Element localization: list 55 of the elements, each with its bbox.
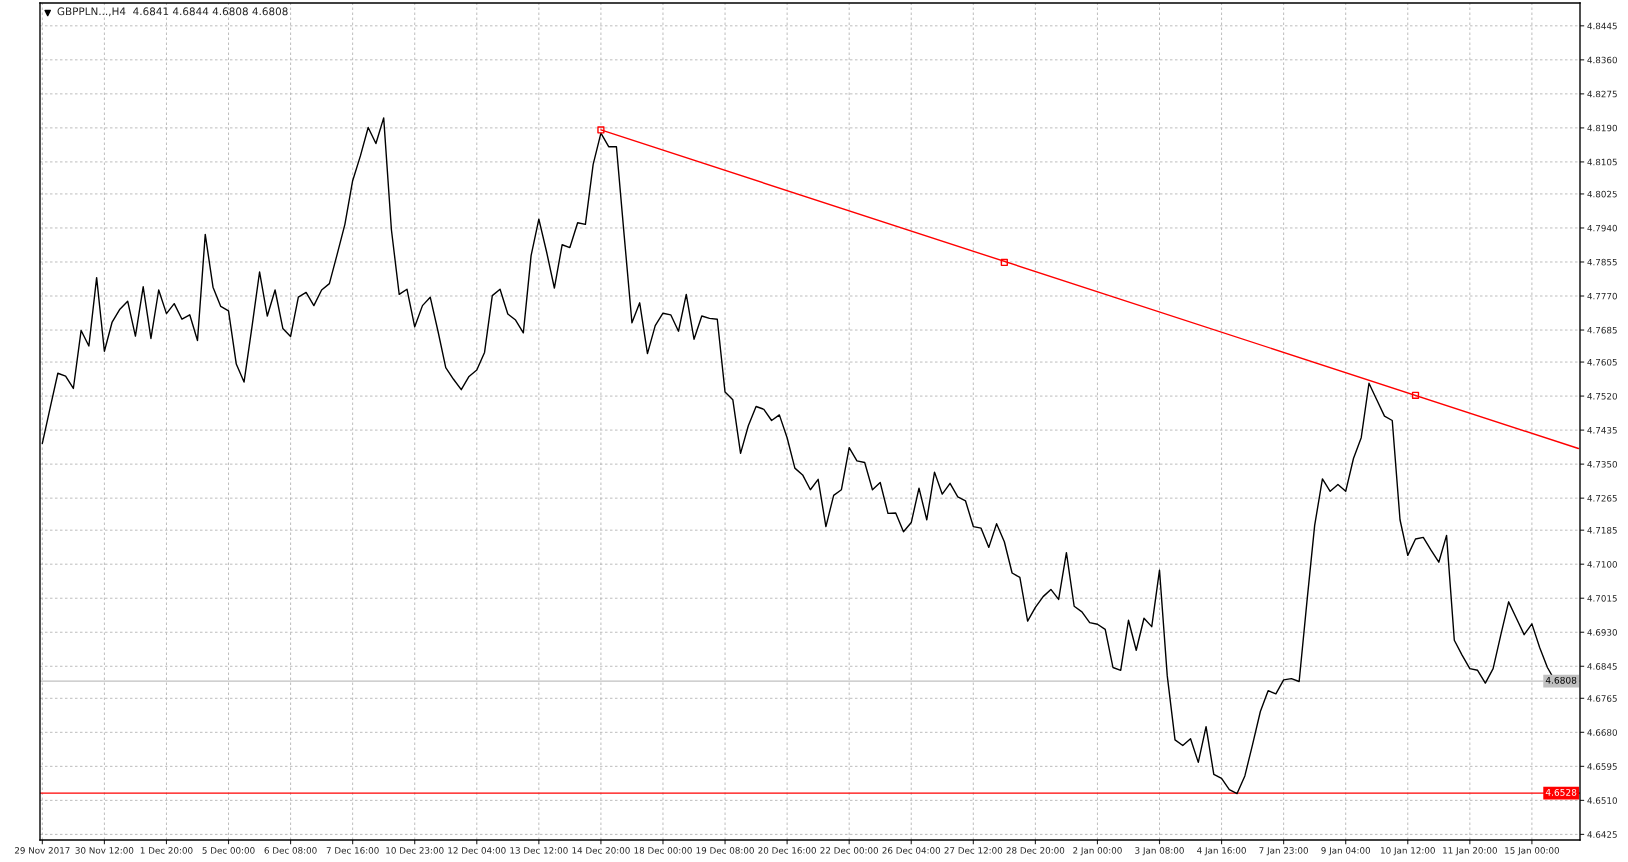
y-tick-label: 4.7770 [1587, 292, 1617, 300]
y-tick-label: 4.7685 [1587, 326, 1617, 334]
y-tick-label: 4.8445 [1587, 22, 1617, 30]
ref-line-label: 4.6528 [1545, 788, 1577, 796]
x-tick-label: 29 Nov 2017 [14, 847, 70, 854]
x-tick-label: 9 Jan 04:00 [1321, 847, 1371, 856]
x-tick-label: 18 Dec 00:00 [634, 847, 692, 854]
y-tick-label: 4.7265 [1587, 494, 1617, 502]
y-tick-label: 4.8105 [1587, 158, 1617, 166]
y-tick-label: 4.6425 [1587, 831, 1617, 838]
chart-title: GBPPLN...,H4 4.6841 4.6844 4.6808 4.6808 [57, 7, 288, 17]
y-tick-label: 4.7185 [1587, 527, 1617, 534]
point [1411, 391, 1420, 399]
y-tick-label: 4.8360 [1587, 56, 1617, 64]
x-tick-label: 26 Dec 04:00 [882, 847, 941, 854]
point [1000, 258, 1008, 267]
x-tick-label: 4 Jan 16:00 [1197, 847, 1246, 856]
x-tick-label: 2 Jan 00:00 [1073, 847, 1122, 856]
x-tick-label: 10 Dec 23:00 [386, 847, 444, 854]
y-tick-label: 4.8190 [1587, 124, 1617, 132]
y-tick-label: 4.7100 [1587, 561, 1617, 568]
y-tick-label: 4.6930 [1587, 629, 1617, 636]
y-tick-label: 4.6845 [1587, 663, 1617, 670]
x-tick-label: 7 Jan 23:00 [1259, 847, 1308, 856]
x-tick-label: 5 Dec 00:00 [202, 847, 255, 854]
x-tick-label: 10 Jan 12:00 [1381, 847, 1435, 856]
x-tick-label: 3 Jan 08:00 [1135, 847, 1184, 856]
x-tick-label: 22 Dec 00:00 [820, 847, 879, 854]
y-tick-label: 4.8275 [1587, 90, 1617, 98]
x-tick-label: 30 Nov 12:00 [75, 847, 134, 854]
x-tick-label: 20 Dec 16:00 [758, 847, 816, 854]
x-tick-label: 6 Dec 08:00 [264, 847, 317, 854]
x-tick-label: 12 Dec 04:00 [448, 847, 506, 854]
x-tick-label: 15 Jan 00:00 [1505, 847, 1560, 856]
x-tick-label: 11 Jan 20:00 [1443, 847, 1497, 856]
y-tick-label: 4.8025 [1587, 190, 1617, 198]
x-tick-label: 27 Dec 12:00 [944, 847, 1003, 854]
x-tick-label: 28 Dec 20:00 [1006, 847, 1065, 854]
x-tick-label: 13 Dec 12:00 [510, 847, 568, 854]
y-tick-label: 4.7015 [1587, 595, 1617, 602]
x-tick-label: 7 Dec 16:00 [326, 847, 379, 854]
y-tick-label: 4.7855 [1587, 258, 1617, 266]
y-tick-label: 4.6765 [1587, 695, 1617, 702]
y-tick-label: 4.7940 [1587, 224, 1617, 232]
x-tick-label: 14 Dec 20:00 [572, 847, 630, 854]
y-tick-label: 4.7435 [1587, 426, 1617, 434]
x-tick-label: 1 Dec 20:00 [140, 847, 193, 854]
y-tick-label: 4.6510 [1587, 797, 1617, 804]
y-tick-label: 4.7520 [1587, 392, 1617, 400]
y-tick-label: 4.7350 [1587, 460, 1617, 468]
y-tick-label: 4.6680 [1587, 729, 1617, 736]
point [597, 126, 605, 134]
y-tick-label: 4.7605 [1587, 358, 1617, 366]
y-tick-label: 4.6595 [1587, 763, 1617, 770]
x-tick-label: 19 Dec 08:00 [696, 847, 754, 854]
